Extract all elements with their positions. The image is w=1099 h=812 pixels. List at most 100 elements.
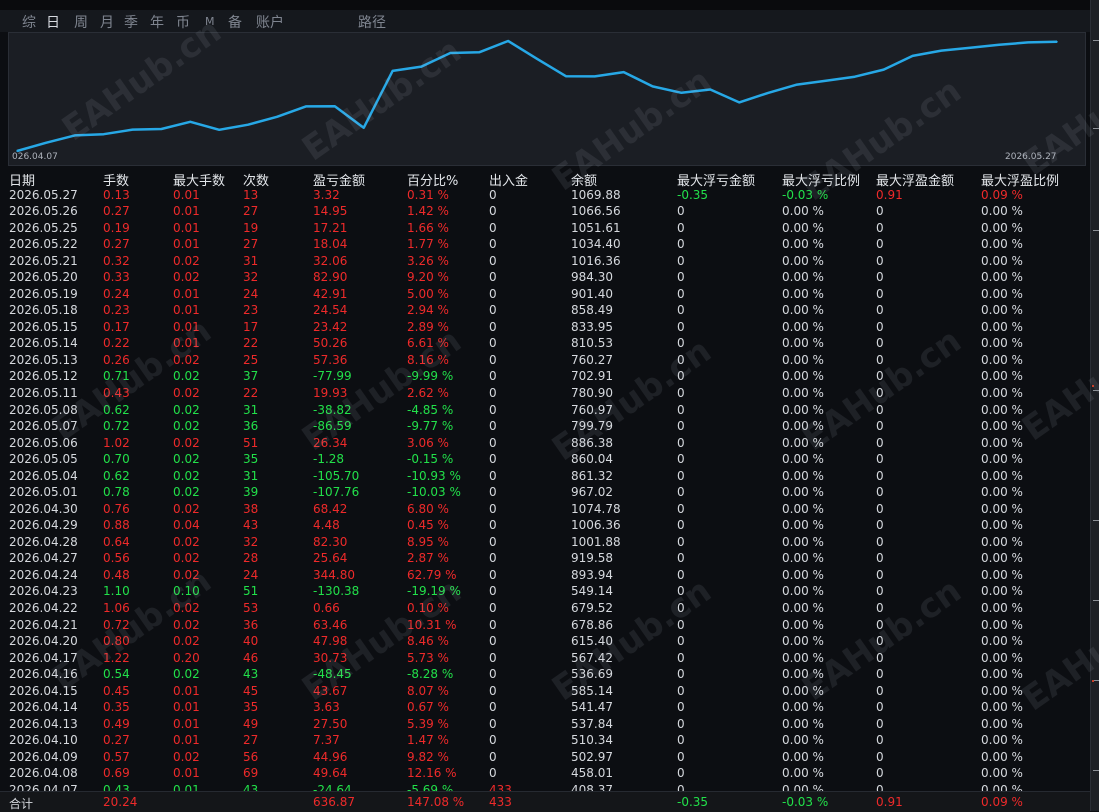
tab-4[interactable]: 季 [124, 15, 138, 31]
cell-手数: 0.80 [103, 634, 130, 649]
table-row[interactable]: 2026.04.17 1.22 0.20 46 30.73 5.73 % 0 567.42 0 0… [0, 650, 1090, 667]
cell-最大浮亏比例: 0.00 % [782, 468, 824, 483]
cell-盈亏金额: -1.28 [313, 452, 345, 467]
cell-最大浮盈金额: 0 [876, 534, 884, 549]
cell-次数: 22 [243, 385, 259, 400]
cell-最大手数: 0.01 [173, 716, 200, 731]
table-row[interactable]: 2026.04.10 0.27 0.01 27 7.37 1.47 % 0 510.34 0 0.… [0, 732, 1090, 749]
cell-日期: 2026.05.15 [9, 319, 78, 334]
cell-手数: 0.54 [103, 667, 130, 682]
table-row[interactable]: 2026.05.20 0.33 0.02 32 82.90 9.20 % 0 984.30 0 0… [0, 269, 1090, 286]
table-row[interactable]: 2026.05.05 0.70 0.02 35 -1.28 -0.15 % 0 860.04 0… [0, 451, 1090, 468]
table-row[interactable]: 2026.04.27 0.56 0.02 28 25.64 2.87 % 0 919.58 0 0… [0, 550, 1090, 567]
cell-最大手数: 0.02 [173, 501, 200, 516]
column-header-6[interactable]: 出入金 [489, 174, 529, 189]
table-row[interactable]: 2026.05.07 0.72 0.02 36 -86.59 -9.77 % 0 799.79… [0, 418, 1090, 435]
table-row[interactable]: 2026.05.25 0.19 0.01 19 17.21 1.66 % 0 1051.61 0… [0, 220, 1090, 237]
cell-最大浮亏金额: 0 [677, 220, 685, 235]
cell-手数: 0.27 [103, 204, 130, 219]
table-row[interactable]: 2026.04.21 0.72 0.02 36 63.46 10.31 % 0 678.86 0… [0, 617, 1090, 634]
column-header-2[interactable]: 最大手数 [173, 174, 226, 189]
cell-最大手数: 0.01 [173, 336, 200, 351]
table-row[interactable]: 2026.04.28 0.64 0.02 32 82.30 8.95 % 0 1001.88 0… [0, 534, 1090, 551]
table-row[interactable]: 2026.04.09 0.57 0.02 56 44.96 9.82 % 0 502.97 0 0… [0, 749, 1090, 766]
table-row[interactable]: 2026.04.14 0.35 0.01 35 3.63 0.67 % 0 541.47 0 0.… [0, 699, 1090, 716]
tab-5[interactable]: 年 [150, 15, 164, 31]
column-header-4[interactable]: 盈亏金额 [313, 174, 366, 189]
cell-最大浮盈金额: 0 [876, 369, 884, 384]
cell-余额: 858.49 [571, 303, 613, 318]
cell-手数: 0.33 [103, 270, 130, 285]
table-row[interactable]: 2026.04.16 0.54 0.02 43 -48.45 -8.28 % 0 536.69… [0, 666, 1090, 683]
cell-最大浮盈金额: 0 [876, 253, 884, 268]
cell-最大手数: 0.02 [173, 385, 200, 400]
scrollbar-tick [1093, 600, 1099, 601]
column-header-10[interactable]: 最大浮盈金额 [876, 174, 955, 189]
tab-10[interactable]: 路径 [358, 15, 386, 31]
table-row[interactable]: 2026.05.27 0.13 0.01 13 3.32 0.31 % 0 1069.88 -0… [0, 187, 1090, 204]
cell-最大浮亏比例: 0.00 % [782, 402, 824, 417]
table-row[interactable]: 2026.05.21 0.32 0.02 31 32.06 3.26 % 0 1016.36 0… [0, 253, 1090, 270]
table-row[interactable]: 2026.05.26 0.27 0.01 27 14.95 1.42 % 0 1066.56 0… [0, 203, 1090, 220]
tab-2[interactable]: 周 [74, 15, 88, 31]
cell-日期: 2026.04.17 [9, 650, 78, 665]
cell-余额: 615.40 [571, 634, 613, 649]
tab-8[interactable]: 备 [228, 15, 242, 31]
tab-7[interactable]: M [205, 15, 215, 28]
tab-3[interactable]: 月 [100, 15, 114, 31]
table-row[interactable]: 2026.05.06 1.02 0.02 51 26.34 3.06 % 0 886.38 0 0… [0, 435, 1090, 452]
column-header-8[interactable]: 最大浮亏金额 [677, 174, 756, 189]
table-row[interactable]: 2026.05.22 0.27 0.01 27 18.04 1.77 % 0 1034.40 0… [0, 236, 1090, 253]
table-row[interactable]: 2026.04.08 0.69 0.01 69 49.64 12.16 % 0 458.01 0… [0, 765, 1090, 782]
column-header-3[interactable]: 次数 [243, 174, 270, 189]
table-row[interactable]: 2026.04.15 0.45 0.01 45 43.67 8.07 % 0 585.14 0 0… [0, 683, 1090, 700]
table-row[interactable]: 2026.05.12 0.71 0.02 37 -77.99 -9.99 % 0 702.91… [0, 368, 1090, 385]
table-row[interactable]: 2026.05.19 0.24 0.01 24 42.91 5.00 % 0 901.40 0 0… [0, 286, 1090, 303]
cell-最大浮亏金额: 0 [677, 733, 685, 748]
table-row[interactable]: 2026.04.24 0.48 0.02 24 344.80 62.79 % 0 893.94… [0, 567, 1090, 584]
cell-盈亏金额: 43.67 [313, 683, 348, 698]
cell-出入金: 0 [489, 253, 497, 268]
cell-盈亏金额: -48.45 [313, 667, 352, 682]
table-row[interactable]: 2026.05.08 0.62 0.02 31 -38.82 -4.85 % 0 760.97… [0, 402, 1090, 419]
column-header-5[interactable]: 百分比% [407, 174, 459, 189]
cell-最大浮亏比例: 0.00 % [782, 700, 824, 715]
cell-百分比%: 0.45 % [407, 518, 449, 533]
scrollbar-tick [1093, 230, 1099, 231]
table-row[interactable]: 2026.05.15 0.17 0.01 17 23.42 2.89 % 0 833.95 0 0… [0, 319, 1090, 336]
tab-1[interactable]: 日 [46, 15, 60, 31]
table-row[interactable]: 2026.04.23 1.10 0.10 51 -130.38 -19.19 % 0 549.… [0, 583, 1090, 600]
table-row[interactable]: 2026.04.20 0.80 0.02 40 47.98 8.46 % 0 615.40 0 0… [0, 633, 1090, 650]
table-row[interactable]: 2026.05.13 0.26 0.02 25 57.36 8.16 % 0 760.27 0 0… [0, 352, 1090, 369]
column-header-0[interactable]: 日期 [9, 174, 36, 189]
column-header-9[interactable]: 最大浮亏比例 [782, 174, 861, 189]
right-scrollbar[interactable] [1090, 0, 1099, 811]
tab-9[interactable]: 账户 [256, 15, 284, 31]
column-header-1[interactable]: 手数 [103, 174, 130, 189]
table-row[interactable]: 2026.04.13 0.49 0.01 49 27.50 5.39 % 0 537.84 0 0… [0, 716, 1090, 733]
cell-最大手数: 0.02 [173, 551, 200, 566]
table-row[interactable]: 2026.04.22 1.06 0.02 53 0.66 0.10 % 0 679.52 0 0.… [0, 600, 1090, 617]
cell-最大浮亏金额: 0 [677, 270, 685, 285]
table-row[interactable]: 2026.05.11 0.43 0.02 22 19.93 2.62 % 0 780.90 0 0… [0, 385, 1090, 402]
cell-次数: 56 [243, 749, 259, 764]
column-header-7[interactable]: 余额 [571, 174, 598, 189]
cell-手数: 0.70 [103, 452, 130, 467]
cell-最大浮亏金额: 0 [677, 667, 685, 682]
cell-百分比%: -4.85 % [407, 402, 454, 417]
table-row[interactable]: 2026.05.01 0.78 0.02 39 -107.76 -10.03 % 0 967.… [0, 484, 1090, 501]
cell-百分比%: 3.26 % [407, 253, 449, 268]
tab-0[interactable]: 综 [22, 15, 36, 31]
cell-盈亏金额: 344.80 [313, 567, 355, 582]
table-row[interactable]: 2026.04.30 0.76 0.02 38 68.42 6.80 % 0 1074.78 0… [0, 501, 1090, 518]
cell-百分比%: 62.79 % [407, 567, 457, 582]
table-row[interactable]: 2026.04.29 0.88 0.04 43 4.48 0.45 % 0 1006.36 0 0… [0, 517, 1090, 534]
cell-盈亏金额: 42.91 [313, 286, 348, 301]
table-row[interactable]: 2026.05.14 0.22 0.01 22 50.26 6.61 % 0 810.53 0 0… [0, 335, 1090, 352]
tab-6[interactable]: 币 [176, 15, 190, 31]
cell-余额: 567.42 [571, 650, 613, 665]
column-header-11[interactable]: 最大浮盈比例 [981, 174, 1060, 189]
cell-出入金: 0 [489, 749, 497, 764]
table-row[interactable]: 2026.05.18 0.23 0.01 23 24.54 2.94 % 0 858.49 0 0… [0, 302, 1090, 319]
table-row[interactable]: 2026.05.04 0.62 0.02 31 -105.70 -10.93 % 0 861.… [0, 468, 1090, 485]
